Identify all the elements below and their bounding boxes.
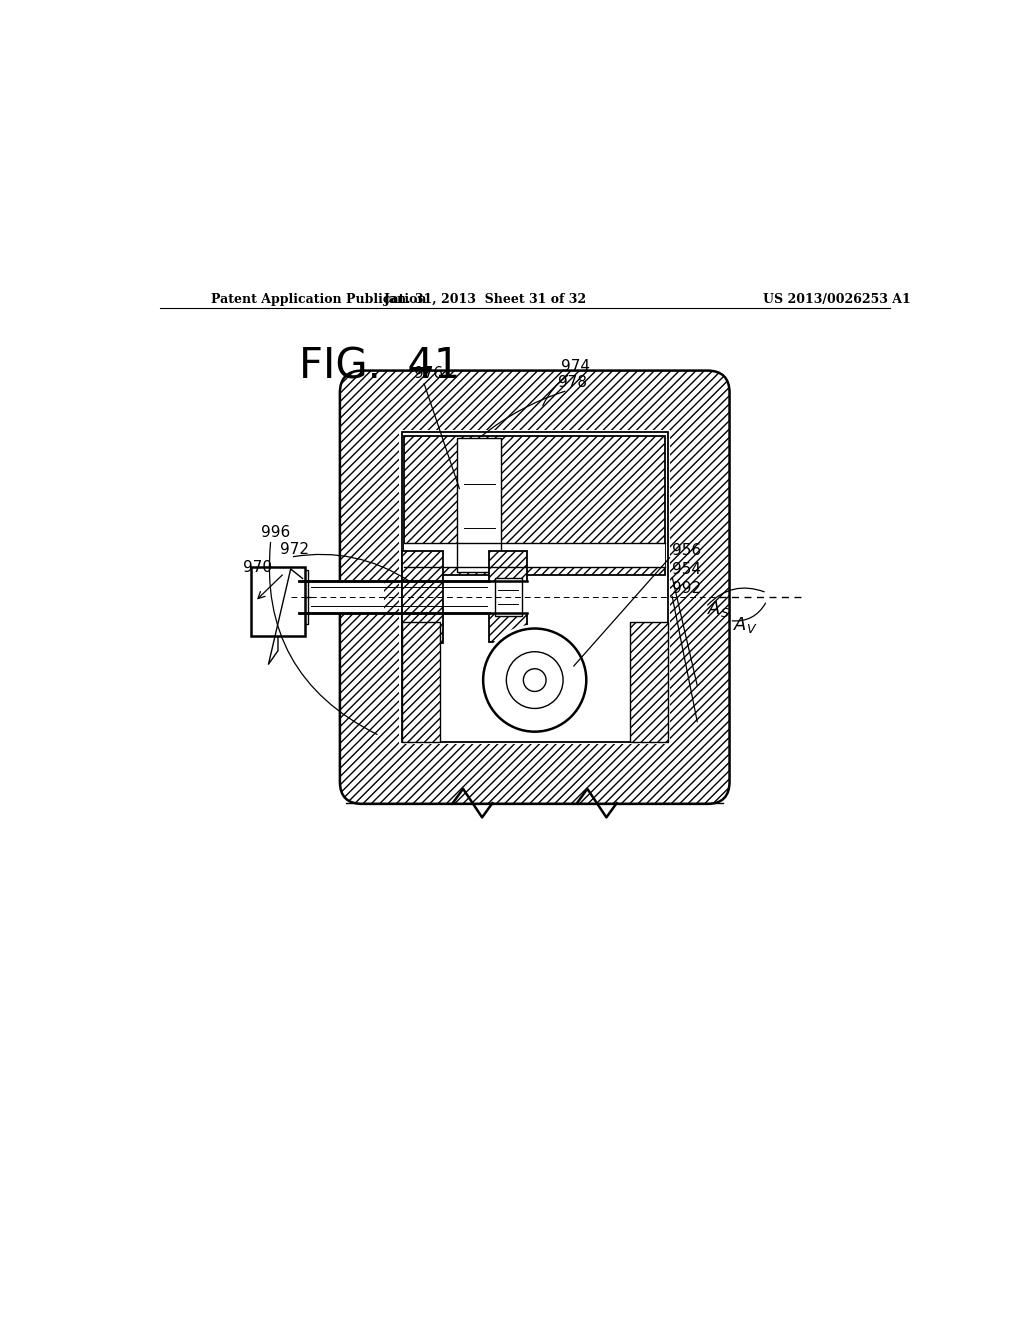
- Bar: [295, 579, 384, 614]
- Bar: [486, 581, 529, 612]
- Text: 972: 972: [281, 543, 309, 557]
- Bar: [401, 622, 440, 742]
- Bar: [404, 543, 666, 566]
- Bar: [489, 552, 527, 643]
- Text: 956: 956: [672, 543, 700, 558]
- Bar: [630, 622, 668, 742]
- Bar: [458, 438, 501, 572]
- Circle shape: [506, 652, 563, 709]
- Text: 996: 996: [261, 524, 291, 540]
- Bar: [401, 550, 443, 643]
- Text: Jan. 31, 2013  Sheet 31 of 32: Jan. 31, 2013 Sheet 31 of 32: [384, 293, 587, 306]
- Text: FIG.  41: FIG. 41: [299, 346, 460, 388]
- Text: 992: 992: [672, 581, 700, 595]
- Bar: [401, 550, 443, 643]
- Text: Patent Application Publication: Patent Application Publication: [211, 293, 427, 306]
- Bar: [401, 433, 668, 742]
- Bar: [630, 622, 668, 742]
- Bar: [399, 430, 670, 744]
- Text: $A_V$: $A_V$: [733, 615, 758, 635]
- Bar: [404, 436, 666, 574]
- Bar: [296, 570, 308, 624]
- Text: $A_S$: $A_S$: [708, 599, 730, 619]
- Text: 954: 954: [672, 562, 700, 577]
- Text: 976: 976: [414, 366, 442, 381]
- Circle shape: [523, 669, 546, 692]
- Bar: [489, 552, 527, 643]
- Bar: [251, 566, 305, 636]
- Text: 974: 974: [560, 359, 590, 374]
- Bar: [401, 622, 440, 742]
- Text: 978: 978: [558, 375, 587, 391]
- Text: US 2013/0026253 A1: US 2013/0026253 A1: [763, 293, 910, 306]
- Circle shape: [479, 624, 590, 735]
- Bar: [404, 436, 666, 574]
- Text: 970: 970: [243, 560, 272, 576]
- Bar: [495, 578, 521, 616]
- Circle shape: [483, 628, 587, 731]
